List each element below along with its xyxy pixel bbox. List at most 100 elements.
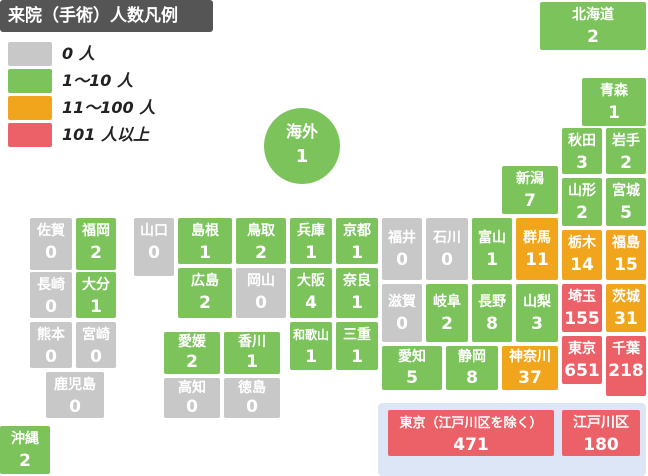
pref-name: 高知 [164,380,220,397]
pref-name: 山梨 [516,294,558,311]
pref-oita: 大分 1 [76,272,116,318]
pref-count: 1 [472,250,512,270]
pref-count: 1 [76,297,116,317]
pref-name: 神奈川 [502,349,558,366]
pref-aichi: 愛知 5 [382,346,442,390]
pref-count: 2 [236,243,286,263]
pref-hokkaido: 北海道 2 [540,2,646,50]
legend-swatch [8,96,52,120]
pref-name: 福井 [382,230,422,247]
pref-count: 1 [290,243,332,263]
pref-toyama: 富山 1 [472,218,512,280]
pref-name: 大阪 [290,273,332,290]
pref-name: 富山 [472,230,512,247]
pref-count: 11 [516,250,558,270]
legend-label: 0 人 [62,42,95,66]
pref-count: 0 [382,250,422,270]
pref-name: 岡山 [236,273,286,290]
pref-name: 和歌山 [290,327,332,344]
pref-count: 1 [178,243,232,263]
pref-count: 2 [562,203,602,223]
pref-count: 1 [336,347,378,367]
pref-fukuoka: 福岡 2 [76,218,116,270]
pref-count: 218 [606,361,646,381]
pref-ehime: 愛媛 2 [164,332,220,374]
pref-count: 2 [540,27,646,47]
pref-name: 愛知 [382,349,442,366]
pref-hiroshima: 広島 2 [178,268,232,318]
pref-name: 広島 [178,273,232,290]
pref-kanagawa: 神奈川 37 [502,346,558,390]
pref-name: 江戸川区 [562,415,640,432]
pref-count: 5 [606,203,646,223]
pref-name: 大分 [76,277,116,294]
pref-count: 2 [164,352,220,372]
pref-name: 佐賀 [30,223,72,240]
pref-name: 千葉 [606,341,646,358]
pref-count: 0 [46,397,104,417]
pref-name: 宮崎 [76,327,116,344]
pref-count: 7 [502,191,558,211]
pref-name: 新潟 [502,171,558,188]
pref-miyagi: 宮城 5 [606,178,646,226]
pref-name: 兵庫 [290,223,332,240]
pref-count: 155 [562,309,602,329]
pref-count: 0 [76,347,116,367]
pref-count: 0 [382,314,422,334]
pref-shiga: 滋賀 0 [382,284,422,342]
pref-name: 熊本 [30,327,72,344]
pref-name: 栃木 [562,235,602,252]
legend-label: 101 人以上 [62,123,149,147]
pref-count: 4 [290,293,332,313]
pref-name: 長野 [472,294,512,311]
pref-name: 山口 [134,223,174,240]
pref-count: 5 [382,368,442,388]
pref-saitama: 埼玉 155 [562,284,602,332]
pref-name: 東京（江戸川区を除く） [388,415,554,432]
legend-label: 1〜10 人 [62,69,133,93]
pref-name: 秋田 [562,133,602,150]
pref-name: 北海道 [540,7,646,24]
pref-shimane: 島根 1 [178,218,232,264]
legend-title: 来院（手術）人数凡例 [0,0,213,32]
pref-count: 1 [290,347,332,367]
pref-name: 京都 [336,223,378,240]
pref-name: 岐阜 [426,294,468,311]
pref-name: 山形 [562,183,602,200]
legend-label: 11〜100 人 [62,96,155,120]
pref-gunma: 群馬 11 [516,218,558,280]
pref-kumamoto: 熊本 0 [30,322,72,368]
pref-count: 0 [134,243,174,263]
pref-count: 37 [502,368,558,388]
pref-count: 2 [606,153,646,173]
pref-ibaraki: 茨城 31 [606,284,646,332]
pref-name: 徳島 [224,380,280,397]
pref-name: 島根 [178,223,232,240]
pref-name: 三重 [336,327,378,344]
pref-name: 群馬 [516,230,558,247]
pref-mie: 三重 1 [336,322,378,370]
pref-name: 青森 [582,83,646,100]
pref-shizuoka: 静岡 8 [446,346,498,390]
pref-count: 8 [472,314,512,334]
pref-kyoto: 京都 1 [336,218,378,264]
pref-osaka: 大阪 4 [290,268,332,318]
pref-name: 石川 [426,230,468,247]
pref-name: 鳥取 [236,223,286,240]
pref-name: 東京 [562,341,602,358]
pref-name: 福岡 [76,223,116,240]
pref-name: 愛媛 [164,334,220,351]
pref-count: 1 [582,103,646,123]
pref-count: 0 [164,397,220,417]
pref-count: 180 [562,435,640,455]
pref-count: 471 [388,435,554,455]
pref-kagawa: 香川 1 [224,332,280,374]
pref-chiba: 千葉 218 [606,336,646,396]
pref-fukushima: 福島 15 [606,230,646,280]
legend-swatch [8,69,52,93]
pref-name: 宮城 [606,183,646,200]
pref-okayama: 岡山 0 [236,268,286,318]
pref-name: 奈良 [336,273,378,290]
pref-count: 0 [30,243,72,263]
pref-yamaguchi: 山口 0 [134,218,174,276]
